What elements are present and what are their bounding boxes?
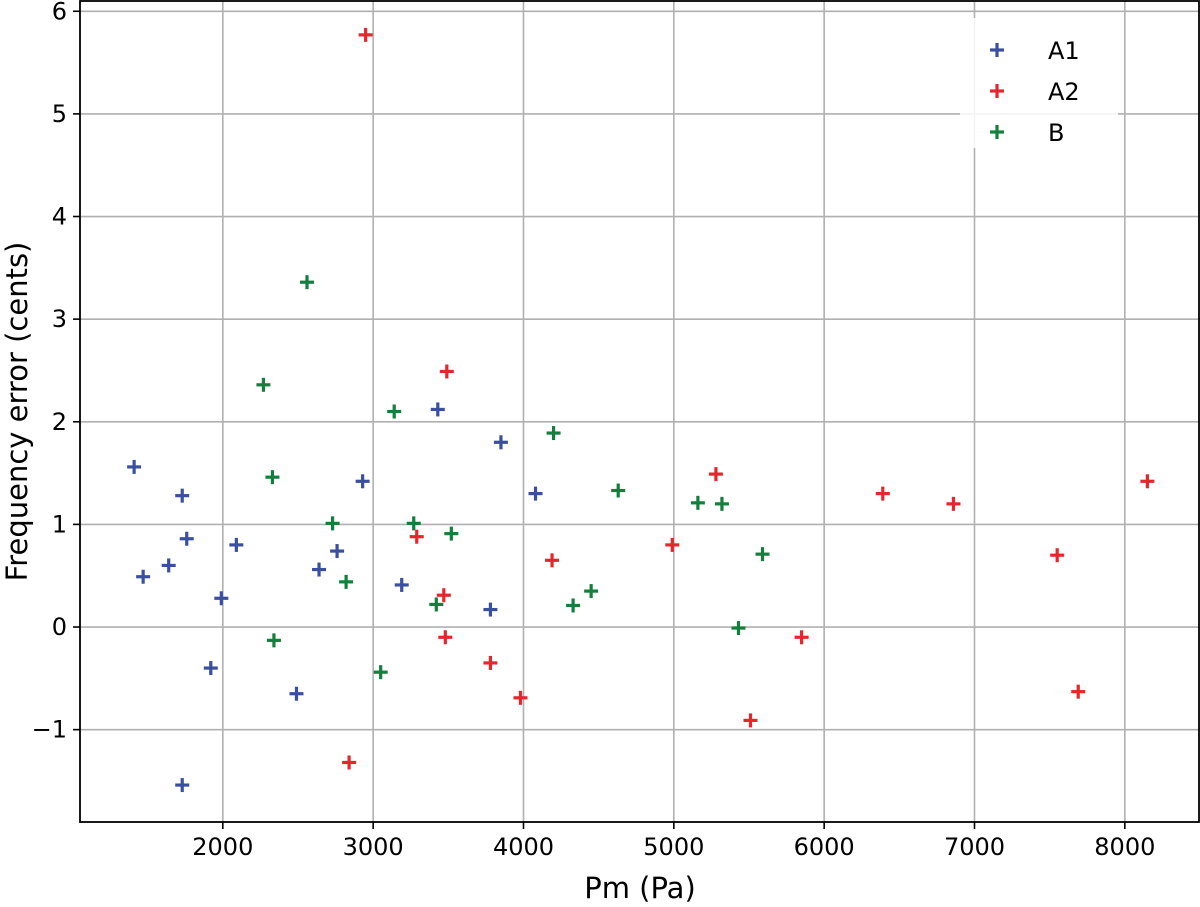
x-tick-label: 7000 (944, 833, 1005, 861)
y-tick-label: 0 (52, 613, 67, 641)
data-point-a1 (175, 488, 190, 503)
data-point-a1 (229, 537, 244, 552)
data-points (127, 27, 1155, 793)
data-point-a1 (355, 474, 370, 489)
data-point-a1 (483, 602, 498, 617)
data-point-a2 (708, 467, 723, 482)
legend-box (960, 18, 1118, 148)
x-tick-label: 6000 (794, 833, 855, 861)
plot-frame (79, 0, 1200, 823)
legend-label-b: B (1048, 119, 1064, 147)
data-point-b (566, 598, 581, 613)
data-point-a2 (439, 364, 454, 379)
data-point-a2 (545, 553, 560, 568)
data-point-a2 (513, 690, 528, 705)
data-point-a2 (438, 630, 453, 645)
data-point-b (266, 633, 281, 648)
data-point-a2 (342, 755, 357, 770)
y-tick-label: 2 (52, 408, 67, 436)
data-point-b (387, 404, 402, 419)
legend-marker-a2 (990, 84, 1004, 98)
x-axis-label: Pm (Pa) (584, 871, 696, 905)
data-point-b (584, 584, 599, 599)
y-axis-label: Frequency error (cents) (0, 242, 34, 582)
legend-label-a2: A2 (1048, 78, 1080, 106)
data-point-a1 (312, 562, 327, 577)
data-point-b (731, 621, 746, 636)
data-point-b (755, 547, 770, 562)
data-point-a1 (136, 569, 151, 584)
data-point-a1 (175, 778, 190, 793)
data-point-a1 (161, 558, 176, 573)
data-point-a1 (127, 459, 142, 474)
data-point-b (714, 496, 729, 511)
y-axis-ticks: −1 0 1 2 3 4 5 6 (32, 0, 80, 744)
legend-marker-a1 (990, 43, 1004, 57)
x-tick-label: 3000 (343, 833, 404, 861)
data-point-a1 (493, 435, 508, 450)
data-point-a2 (794, 630, 809, 645)
data-point-a2 (436, 588, 451, 603)
grid-lines (80, 1, 1200, 822)
data-point-b (265, 470, 280, 485)
y-tick-label: 5 (52, 100, 67, 128)
data-point-a1 (394, 577, 409, 592)
x-tick-label: 8000 (1094, 833, 1155, 861)
data-point-b (256, 377, 271, 392)
legend: A1 A2 B (960, 18, 1118, 148)
data-point-b (429, 597, 444, 612)
data-point-b (406, 516, 421, 531)
data-point-b (300, 275, 315, 290)
data-point-a1 (179, 531, 194, 546)
y-tick-label: 3 (52, 305, 67, 333)
data-point-a1 (214, 591, 229, 606)
data-point-a1 (203, 661, 218, 676)
y-tick-label: 1 (52, 510, 67, 538)
data-point-a2 (743, 713, 758, 728)
data-point-b (546, 426, 561, 441)
y-tick-label: −1 (32, 716, 67, 744)
data-point-a2 (1050, 548, 1065, 563)
x-tick-label: 2000 (192, 833, 253, 861)
y-tick-label: 6 (52, 0, 67, 25)
data-point-a2 (1071, 684, 1086, 699)
data-point-a2 (1140, 474, 1155, 489)
data-point-a2 (483, 655, 498, 670)
data-point-a2 (875, 486, 890, 501)
data-point-b (325, 516, 340, 531)
data-point-a1 (430, 402, 445, 417)
data-point-b (611, 483, 626, 498)
y-tick-label: 4 (52, 203, 67, 231)
x-axis-ticks: 2000 3000 4000 5000 6000 7000 8000 (192, 822, 1155, 861)
data-point-b (444, 526, 459, 541)
data-point-b (373, 665, 388, 680)
data-point-a2 (946, 496, 961, 511)
legend-label-a1: A1 (1048, 37, 1080, 65)
data-point-a2 (665, 537, 680, 552)
legend-marker-b (990, 125, 1004, 139)
data-point-b (339, 574, 354, 589)
data-point-a2 (358, 27, 373, 42)
data-point-a1 (528, 486, 543, 501)
data-point-b (690, 495, 705, 510)
x-tick-label: 5000 (643, 833, 704, 861)
data-point-a1 (289, 686, 304, 701)
x-tick-label: 4000 (493, 833, 554, 861)
data-point-a1 (330, 544, 345, 559)
data-point-a2 (409, 529, 424, 544)
